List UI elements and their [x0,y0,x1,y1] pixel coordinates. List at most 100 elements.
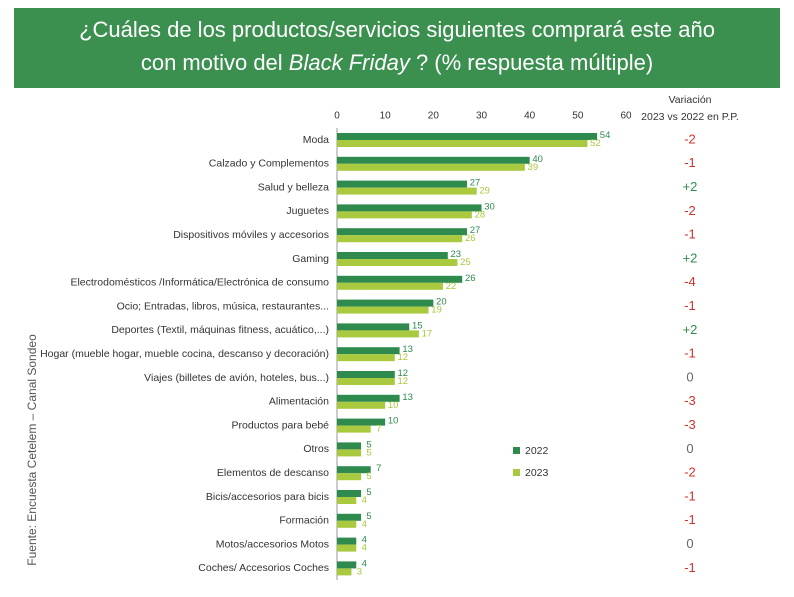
value-label: 54 [600,130,611,141]
value-label: 15 [412,320,423,331]
category-label: Deportes (Textil, máquinas fitness, acuá… [111,324,329,336]
variation-title: 2023 vs 2022 en P.P. [641,111,739,123]
value-label: 22 [446,281,457,292]
category-label: Juguetes [286,205,329,217]
legend-label: 2023 [525,467,549,479]
x-tick-label: 0 [334,111,340,122]
value-label: 7 [376,463,381,474]
bar [337,204,482,212]
value-label: 25 [460,257,471,268]
value-label: 17 [422,328,433,339]
category-label: Motos/accesorios Motos [216,538,329,550]
bar [337,568,352,576]
bar [337,228,468,236]
chart-title: ¿Cuáles de los productos/servicios sigui… [79,17,715,42]
x-tick-label: 30 [476,111,488,122]
bar [337,371,395,378]
variation-label: -3 [684,393,696,408]
value-label: 5 [366,511,371,522]
x-tick-label: 40 [524,111,536,122]
variation-label: -1 [684,512,696,527]
bar [337,235,463,243]
bar [337,140,588,147]
bar [337,442,362,450]
value-label: 39 [528,162,539,173]
bar [337,425,371,433]
x-tick-label: 50 [572,111,584,122]
variation-label: -1 [684,155,696,170]
value-label: 5 [366,447,371,458]
bar [337,513,362,521]
category-label: Calzado y Complementos [209,158,329,170]
value-label: 29 [479,186,490,197]
variation-label: -1 [684,346,696,361]
category-label: Productos para bebé [232,419,330,431]
value-label: 7 [376,424,381,435]
value-label: 13 [402,392,413,403]
value-label: 12 [398,352,409,363]
bar [337,520,357,528]
category-label: Dispositivos móviles y accesorios [173,229,329,241]
value-label: 13 [402,344,413,355]
value-label: 26 [465,233,476,244]
variation-label: -1 [684,298,696,313]
bar [337,394,400,402]
bar [337,187,477,195]
bar [337,418,386,426]
bar [337,466,371,474]
legend-label: 2022 [525,445,549,457]
value-label: 27 [470,178,481,189]
bar [337,252,448,259]
variation-label: 0 [686,441,693,456]
category-label: Electrodomésticos /Informática/Electróni… [70,277,329,289]
value-label: 5 [366,439,371,450]
variation-title: Variación [669,94,712,106]
value-label: 5 [366,487,371,498]
variation-label: -2 [684,131,696,146]
bar [337,211,472,219]
value-label: 52 [590,138,601,149]
value-label: 3 [357,566,362,577]
value-label: 12 [398,368,409,379]
value-label: 10 [388,416,399,427]
bar [337,347,400,355]
category-label: Viajes (billetes de avión, hoteles, bus.… [144,372,329,384]
variation-label: -1 [684,488,696,503]
category-label: Bicis/accesorios para bicis [206,491,329,503]
category-label: Elementos de descanso [217,467,329,479]
category-label: Hogar (mueble hogar, mueble cocina, desc… [40,348,329,360]
bar [337,180,468,188]
variation-label: +2 [683,179,698,194]
bar [337,275,463,283]
x-tick-label: 60 [620,111,632,122]
value-label: 4 [362,558,367,569]
category-label: Coches/ Accesorios Coches [198,562,329,574]
bar [337,401,386,409]
legend-swatch [513,447,520,454]
bar [337,163,525,171]
value-label: 4 [362,495,367,506]
bar [337,473,362,481]
value-label: 20 [436,297,447,308]
variation-label: -1 [684,560,696,575]
value-label: 4 [362,535,367,546]
bar [337,537,357,545]
variation-label: 0 [686,369,693,384]
value-label: 12 [398,376,409,387]
bar [337,299,434,307]
category-label: Gaming [292,253,329,265]
title-band [14,8,780,88]
bar [337,544,357,552]
bar [337,323,410,331]
variation-label: -2 [684,465,696,480]
value-label: 26 [465,273,476,284]
value-label: 28 [475,209,486,220]
value-label: 40 [532,154,543,165]
title-part: ? (% respuesta múltiple) [410,50,653,75]
value-label: 19 [431,305,442,316]
bar [337,133,598,140]
bar [337,354,395,362]
x-tick-label: 20 [428,111,440,122]
